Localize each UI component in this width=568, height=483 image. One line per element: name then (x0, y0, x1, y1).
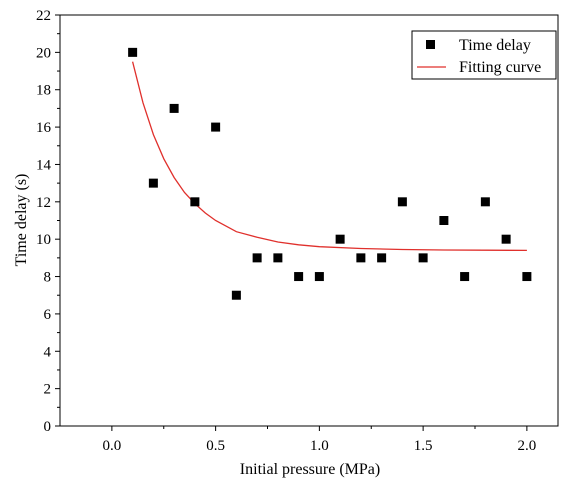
data-point (273, 253, 283, 263)
y-tick-label: 20 (36, 45, 51, 61)
y-tick-label: 0 (44, 419, 52, 435)
data-point (439, 216, 449, 225)
data-point (397, 197, 407, 207)
data-point (501, 234, 511, 244)
x-tick-label: 0.5 (206, 438, 225, 454)
data-point (377, 253, 387, 263)
fitting-curve-line (131, 61, 527, 252)
data-point (211, 122, 221, 132)
data-point (480, 197, 490, 207)
x-tick-label: 1.5 (414, 438, 433, 454)
data-point (294, 272, 304, 282)
y-axis: 0 2 4 6 8 10 12 14 16 18 20 22 (36, 8, 60, 435)
data-point (231, 290, 241, 300)
data-point (148, 178, 158, 188)
data-point (335, 234, 345, 244)
data-point (522, 272, 532, 282)
data-point (314, 272, 324, 282)
y-tick-label: 14 (36, 157, 52, 173)
legend-marker-time-delay (426, 40, 435, 49)
legend-box (411, 30, 557, 80)
legend-label-fitting-curve: Fitting curve (459, 59, 541, 76)
x-tick-label: 1.0 (310, 438, 329, 454)
y-tick-label: 2 (44, 382, 52, 398)
y-tick-label: 8 (44, 270, 52, 286)
data-point (190, 197, 200, 207)
x-tick-label: 0.0 (103, 438, 122, 454)
legend: Time delay Fitting curve (411, 30, 557, 80)
data-point (252, 253, 262, 263)
legend-label-time-delay: Time delay (459, 37, 531, 54)
y-tick-label: 6 (44, 307, 52, 323)
x-axis-title: Initial pressure (MPa) (240, 461, 380, 478)
y-axis-title: Time delay (s) (13, 174, 30, 267)
y-tick-label: 10 (36, 232, 51, 248)
y-tick-label: 22 (36, 8, 51, 24)
y-tick-label: 18 (36, 83, 51, 99)
y-tick-label: 12 (36, 195, 51, 211)
data-point (356, 253, 366, 263)
data-point (460, 272, 470, 282)
x-tick-label: 2.0 (518, 438, 537, 454)
y-tick-label: 16 (36, 120, 52, 136)
series-layer (128, 47, 532, 300)
data-point (128, 47, 138, 57)
data-point (418, 253, 428, 263)
y-tick-label: 4 (44, 344, 52, 360)
x-axis: 0.0 0.5 1.0 1.5 2.0 (103, 426, 537, 454)
data-point (169, 103, 179, 113)
